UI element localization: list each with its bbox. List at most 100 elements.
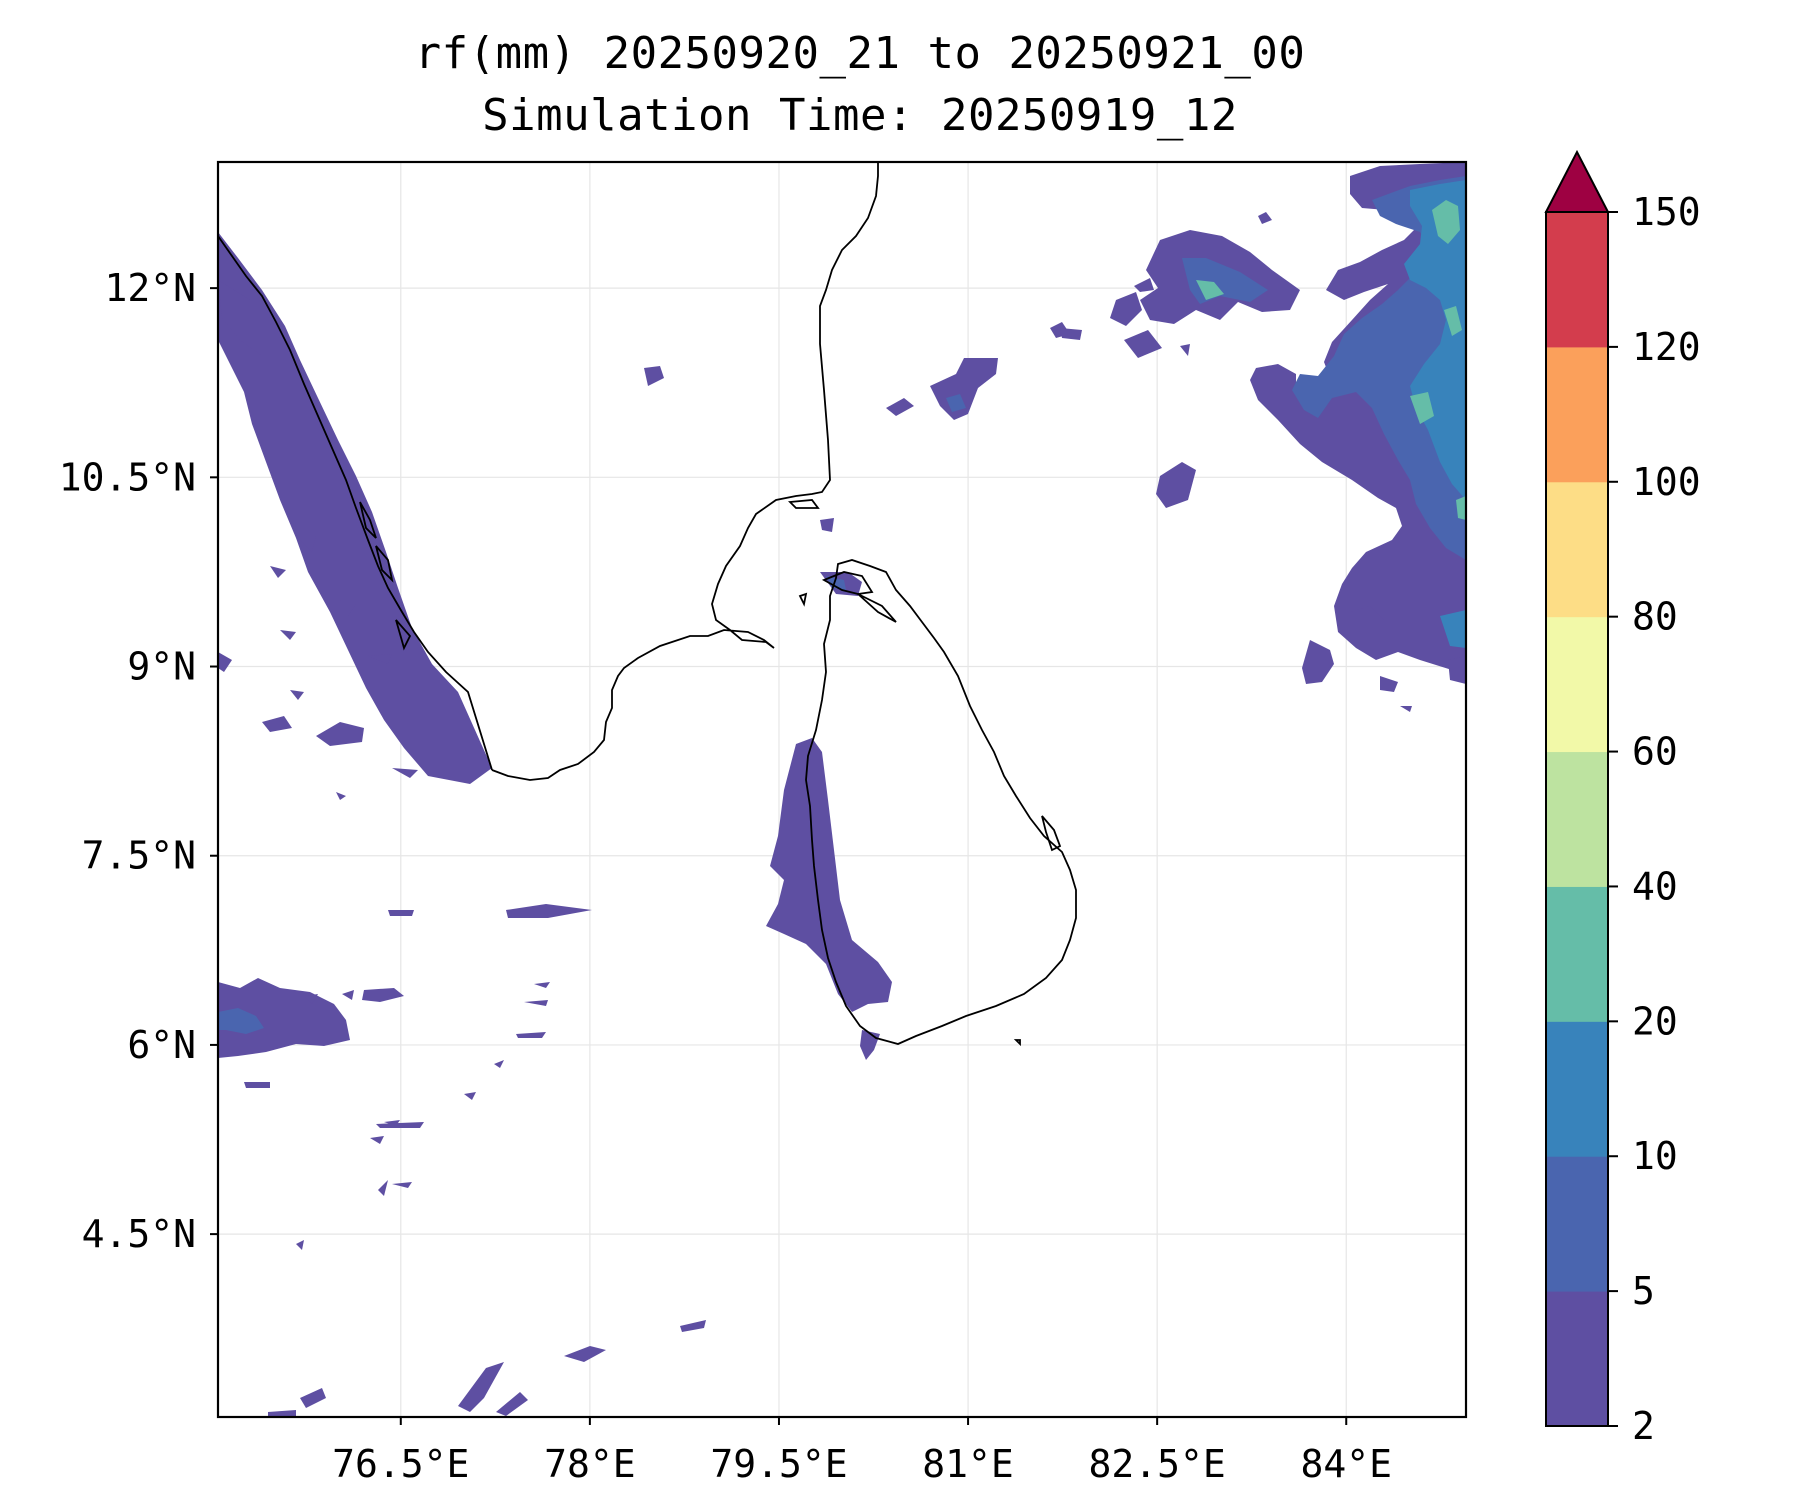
rain-region-southwest-core	[218, 1008, 264, 1034]
rain-cell	[316, 722, 364, 746]
rain-streak	[458, 1362, 504, 1412]
y-axis: 12°N 10.5°N 9°N 7.5°N 6°N 4.5°N	[59, 266, 218, 1256]
east-coast-inlet	[1041, 815, 1062, 852]
y-tick-label: 4.5°N	[82, 1212, 196, 1256]
colorbar-tick-label: 10	[1632, 1134, 1678, 1178]
colorbar-segment	[1546, 1156, 1608, 1292]
rain-region-far-northeast-20mm	[1432, 200, 1460, 244]
rain-cell	[376, 1122, 424, 1128]
rain-streak	[300, 1388, 326, 1408]
rain-cell	[340, 600, 356, 616]
rain-region-far-northeast-20mm-d	[1456, 496, 1466, 520]
rain-region-far-northeast-peaks	[1404, 180, 1466, 500]
map-panel	[218, 162, 1466, 1417]
rain-cell	[1124, 330, 1162, 358]
rain-cell	[1110, 292, 1142, 326]
rain-cell	[680, 1320, 706, 1332]
rain-region-far-northeast-20mm-c	[1410, 392, 1434, 424]
rain-cell	[930, 358, 998, 420]
rain-cell	[534, 982, 550, 988]
rain-cell	[524, 1000, 548, 1006]
rain-cell	[1258, 212, 1272, 224]
sri-lanka-coast	[805, 559, 1077, 1045]
rain-cell	[280, 630, 296, 640]
colorbar-extend-arrow	[1544, 149, 1610, 213]
gulf-island-b	[798, 592, 808, 607]
rain-cell	[342, 990, 354, 1000]
colorbar-segment	[1546, 212, 1608, 348]
rain-region-west-sri-lanka	[766, 738, 892, 1012]
gulf-island	[788, 499, 820, 509]
colorbar-tick-label: 40	[1632, 864, 1678, 908]
y-tick-label: 6°N	[127, 1023, 196, 1067]
rain-cell	[370, 1136, 384, 1144]
colorbar-segment	[1546, 1021, 1608, 1157]
rain-cell	[300, 536, 316, 552]
rain-cell	[1180, 344, 1190, 356]
rain-cell	[1134, 278, 1154, 292]
rain-cell	[368, 654, 392, 664]
rain-cell	[644, 366, 664, 386]
colorbar-tick-label: 150	[1632, 190, 1701, 234]
rain-streak	[268, 1410, 296, 1417]
rain-cell	[304, 994, 318, 1004]
colorbar-segment	[1546, 1291, 1608, 1427]
map-frame	[216, 160, 1468, 1419]
west-coast-lagoon-b	[375, 545, 394, 583]
x-tick-label: 81°E	[922, 1442, 1014, 1486]
y-tick-label: 9°N	[127, 645, 196, 689]
jaffna-inner-b	[857, 593, 897, 623]
rain-cell	[336, 792, 346, 800]
bay-of-bengal-island	[1013, 1039, 1021, 1047]
colorbar-tick-label: 60	[1632, 730, 1678, 774]
rain-cell	[946, 394, 966, 412]
colorbar-tick-label: 100	[1632, 460, 1701, 504]
map-title: rf(mm) 20250920_21 to 20250921_00	[414, 28, 1306, 79]
colorbar-segment	[1546, 481, 1608, 618]
rain-region-northeast-peak	[1196, 280, 1224, 300]
colorbar-segment	[1546, 616, 1608, 753]
x-axis: 76.5°E 78°E 79.5°E 81°E 82.5°E 84°E	[332, 1417, 1392, 1486]
jaffna-inner	[821, 571, 874, 595]
x-tick-label: 76.5°E	[332, 1442, 469, 1486]
colorbar-tick-label: 120	[1632, 325, 1701, 369]
x-tick-label: 79.5°E	[710, 1442, 847, 1486]
rain-region-west-coast-b	[218, 280, 270, 356]
colorbar-tick-label: 2	[1632, 1404, 1655, 1448]
y-tick-label: 12°N	[104, 266, 196, 310]
rain-region-southwest	[218, 978, 350, 1058]
x-tick-label: 82.5°E	[1089, 1442, 1226, 1486]
rain-region-far-northeast-b	[1302, 640, 1334, 684]
colorbar-segment	[1546, 886, 1608, 1022]
coastlines	[218, 162, 1077, 1047]
rain-cell	[392, 768, 418, 778]
rain-cell	[290, 690, 304, 700]
rain-region-far-northeast-c	[1380, 676, 1398, 692]
rain-cell	[218, 652, 232, 672]
west-coast-lagoon	[359, 501, 377, 539]
rain-streak	[388, 910, 414, 916]
rain-cell	[262, 716, 292, 732]
rainfall-contours	[218, 162, 1466, 1417]
colorbar-tick-label: 5	[1632, 1269, 1655, 1313]
india-west-coast	[218, 235, 493, 771]
rain-cell	[1350, 606, 1384, 626]
rain-cell	[826, 576, 846, 590]
rain-cell	[244, 1082, 270, 1088]
y-tick-label: 10.5°N	[59, 455, 196, 499]
rain-cell	[516, 1032, 546, 1038]
rain-cell	[464, 1092, 476, 1100]
rain-cell	[378, 1180, 388, 1196]
rain-cell	[296, 1240, 304, 1250]
rain-streak	[496, 1392, 528, 1416]
rain-region-east-edge	[1440, 610, 1466, 648]
rain-cell	[1060, 328, 1082, 340]
colorbar: 150 120 100 80 60 40 20 10 5 2	[1544, 149, 1701, 1448]
rain-cell	[494, 1060, 504, 1068]
india-south-coast	[491, 162, 879, 781]
rain-region-west-coast	[218, 232, 492, 784]
colorbar-frame	[1545, 211, 1609, 1427]
rain-cell	[1400, 706, 1412, 712]
colorbar-tick-label: 20	[1632, 999, 1678, 1043]
